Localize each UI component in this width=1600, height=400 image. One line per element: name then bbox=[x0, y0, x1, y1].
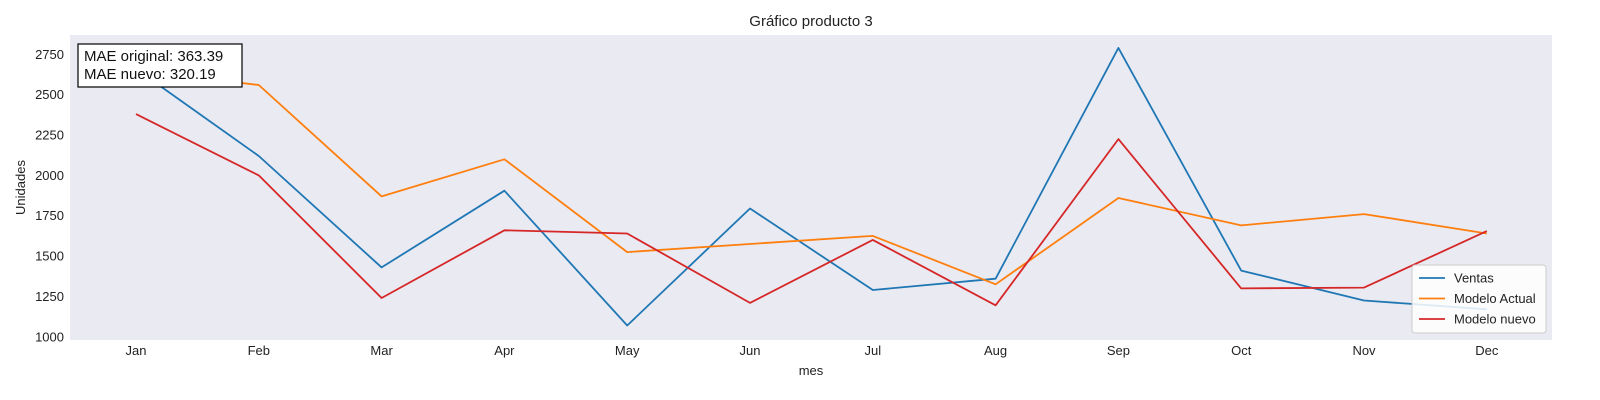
x-axis-label: mes bbox=[799, 363, 824, 378]
x-tick-label: Dec bbox=[1475, 343, 1499, 358]
legend-label: Modelo nuevo bbox=[1454, 312, 1536, 327]
y-axis-label: Unidades bbox=[13, 160, 28, 215]
x-tick-label: Aug bbox=[984, 343, 1007, 358]
plot-area bbox=[70, 35, 1552, 340]
y-tick-label: 2750 bbox=[35, 47, 64, 62]
x-tick-label: Jul bbox=[864, 343, 881, 358]
x-axis-ticks: Jan Feb Mar Apr May Jun Jul Aug Sep Oct Nov Dec bbox=[126, 343, 1499, 358]
y-tick-label: 2500 bbox=[35, 87, 64, 102]
series-layer bbox=[135, 47, 1488, 327]
y-tick-label: 1250 bbox=[35, 289, 64, 304]
x-tick-label: Apr bbox=[494, 343, 515, 358]
legend: Ventas Modelo Actual Modelo nuevo bbox=[1411, 264, 1547, 334]
x-tick-label: Sep bbox=[1107, 343, 1130, 358]
legend-label: Ventas bbox=[1454, 271, 1494, 286]
x-tick-label: Nov bbox=[1352, 343, 1376, 358]
legend-label: Modelo Actual bbox=[1454, 291, 1536, 306]
mae-annotation: MAE original: 363.39 MAE nuevo: 320.19 bbox=[77, 43, 243, 88]
x-tick-label: Feb bbox=[248, 343, 270, 358]
series-line-modelo-actual bbox=[135, 69, 1487, 286]
y-axis-ticks: 1000 1250 1500 1750 2000 2250 2500 2750 bbox=[35, 47, 64, 344]
annotation-mae-nuevo: MAE nuevo: 320.19 bbox=[84, 66, 216, 83]
x-tick-label: Jun bbox=[740, 343, 761, 358]
x-tick-label: May bbox=[615, 343, 640, 358]
annotation-mae-original: MAE original: 363.39 bbox=[84, 48, 223, 65]
chart-title: Gráfico producto 3 bbox=[749, 13, 872, 30]
y-tick-label: 2250 bbox=[35, 128, 64, 143]
annotation-box bbox=[77, 43, 243, 88]
x-tick-label: Jan bbox=[126, 343, 147, 358]
legend-box bbox=[1411, 264, 1547, 334]
series-line-ventas bbox=[135, 47, 1487, 327]
y-tick-label: 1500 bbox=[35, 249, 64, 264]
series-line-modelo-nuevo bbox=[135, 113, 1488, 307]
y-tick-label: 1000 bbox=[35, 329, 64, 344]
x-tick-label: Mar bbox=[370, 343, 393, 358]
y-tick-label: 2000 bbox=[35, 168, 64, 183]
x-tick-label: Oct bbox=[1231, 343, 1252, 358]
y-tick-label: 1750 bbox=[35, 208, 64, 223]
